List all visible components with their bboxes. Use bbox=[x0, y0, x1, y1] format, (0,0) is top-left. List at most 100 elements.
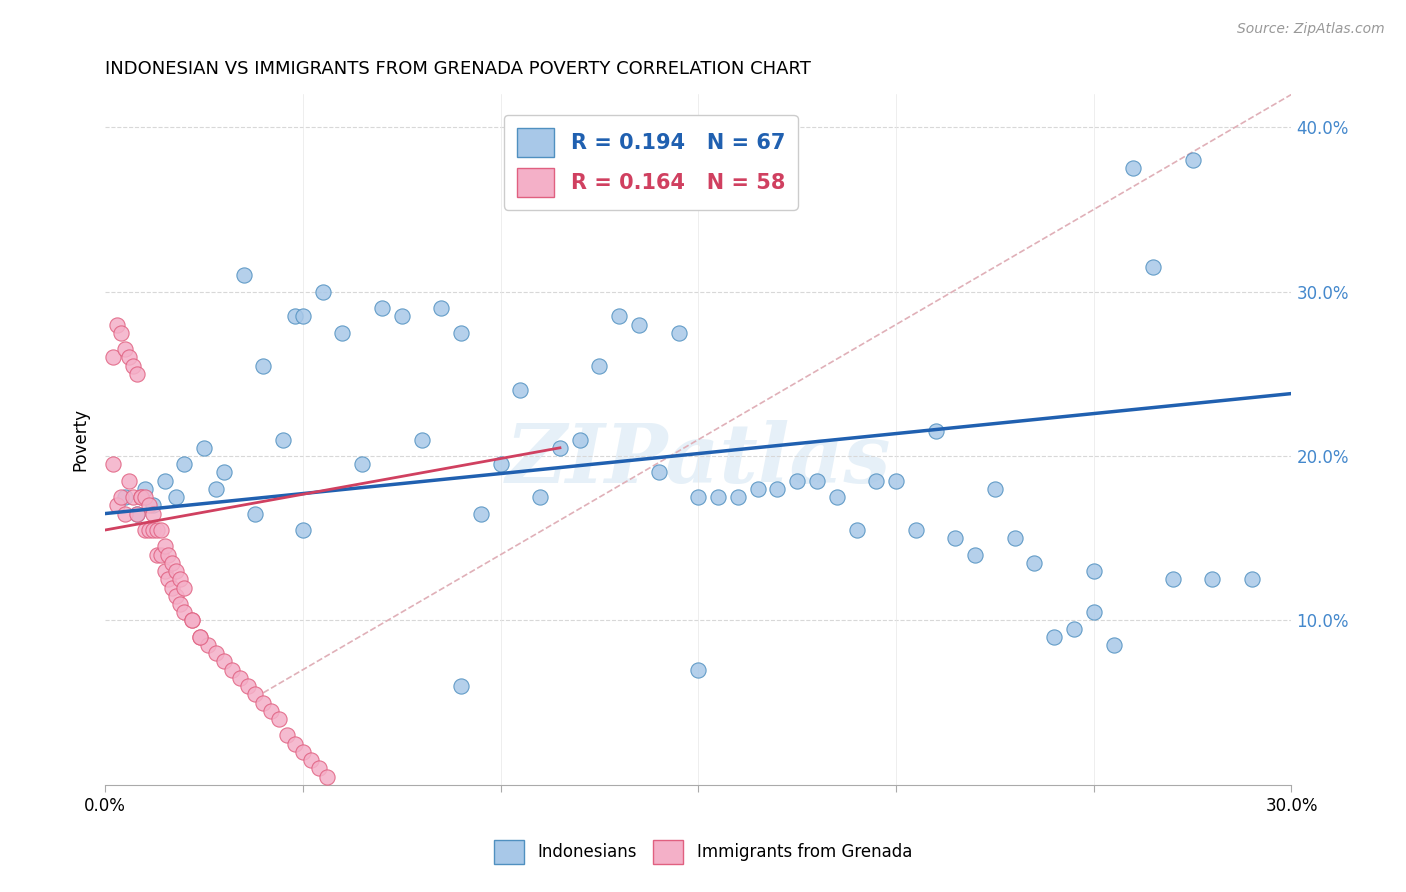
Point bbox=[193, 441, 215, 455]
Point bbox=[607, 310, 630, 324]
Point bbox=[165, 564, 187, 578]
Point bbox=[450, 326, 472, 340]
Point bbox=[153, 540, 176, 554]
Point bbox=[142, 523, 165, 537]
Point bbox=[125, 507, 148, 521]
Point bbox=[205, 646, 228, 660]
Point bbox=[371, 301, 394, 315]
Point bbox=[332, 326, 354, 340]
Point bbox=[707, 490, 730, 504]
Point bbox=[169, 597, 191, 611]
Legend: Indonesians, Immigrants from Grenada: Indonesians, Immigrants from Grenada bbox=[488, 833, 918, 871]
Point bbox=[548, 441, 571, 455]
Point bbox=[118, 474, 141, 488]
Point bbox=[924, 425, 946, 439]
Point bbox=[114, 507, 136, 521]
Point bbox=[122, 359, 145, 373]
Point bbox=[845, 523, 868, 537]
Point bbox=[271, 433, 294, 447]
Point bbox=[727, 490, 749, 504]
Point bbox=[173, 605, 195, 619]
Point bbox=[157, 572, 180, 586]
Point bbox=[470, 507, 492, 521]
Point bbox=[1201, 572, 1223, 586]
Point bbox=[145, 548, 167, 562]
Text: INDONESIAN VS IMMIGRANTS FROM GRENADA POVERTY CORRELATION CHART: INDONESIAN VS IMMIGRANTS FROM GRENADA PO… bbox=[105, 60, 811, 78]
Legend: R = 0.194   N = 67, R = 0.164   N = 58: R = 0.194 N = 67, R = 0.164 N = 58 bbox=[505, 115, 797, 210]
Point bbox=[1024, 556, 1046, 570]
Point bbox=[145, 523, 167, 537]
Point bbox=[648, 466, 671, 480]
Point bbox=[236, 679, 259, 693]
Point bbox=[766, 482, 789, 496]
Point bbox=[529, 490, 551, 504]
Point bbox=[1240, 572, 1263, 586]
Point bbox=[884, 474, 907, 488]
Point bbox=[205, 482, 228, 496]
Point bbox=[284, 737, 307, 751]
Point bbox=[134, 490, 156, 504]
Point bbox=[786, 474, 808, 488]
Point bbox=[430, 301, 453, 315]
Point bbox=[125, 367, 148, 381]
Point bbox=[627, 318, 650, 332]
Point bbox=[138, 499, 160, 513]
Point bbox=[101, 351, 124, 365]
Point bbox=[1142, 260, 1164, 274]
Point bbox=[825, 490, 848, 504]
Point bbox=[134, 523, 156, 537]
Point bbox=[965, 548, 987, 562]
Y-axis label: Poverty: Poverty bbox=[72, 409, 89, 471]
Point bbox=[806, 474, 828, 488]
Point bbox=[212, 466, 235, 480]
Point bbox=[352, 457, 374, 471]
Point bbox=[245, 687, 267, 701]
Point bbox=[181, 614, 204, 628]
Point bbox=[162, 581, 184, 595]
Point bbox=[149, 548, 172, 562]
Point bbox=[568, 433, 591, 447]
Point bbox=[588, 359, 610, 373]
Point bbox=[747, 482, 769, 496]
Point bbox=[252, 696, 274, 710]
Point bbox=[509, 384, 531, 398]
Point bbox=[212, 655, 235, 669]
Point bbox=[1043, 630, 1066, 644]
Point bbox=[173, 581, 195, 595]
Point bbox=[269, 712, 291, 726]
Point bbox=[165, 490, 187, 504]
Point bbox=[101, 457, 124, 471]
Point bbox=[228, 671, 250, 685]
Point bbox=[904, 523, 927, 537]
Point bbox=[276, 728, 298, 742]
Point bbox=[125, 507, 148, 521]
Point bbox=[450, 679, 472, 693]
Point bbox=[181, 614, 204, 628]
Text: ZIPatlas: ZIPatlas bbox=[506, 420, 891, 500]
Point bbox=[142, 507, 165, 521]
Point bbox=[169, 572, 191, 586]
Point bbox=[489, 457, 512, 471]
Point bbox=[105, 318, 128, 332]
Point bbox=[197, 638, 219, 652]
Point bbox=[138, 523, 160, 537]
Point bbox=[284, 310, 307, 324]
Point bbox=[153, 564, 176, 578]
Point bbox=[129, 490, 152, 504]
Point bbox=[291, 745, 314, 759]
Point bbox=[308, 761, 330, 775]
Point bbox=[122, 490, 145, 504]
Point bbox=[299, 753, 322, 767]
Point bbox=[291, 523, 314, 537]
Point bbox=[1122, 161, 1144, 176]
Point bbox=[134, 482, 156, 496]
Point bbox=[142, 499, 165, 513]
Point bbox=[1083, 564, 1105, 578]
Point bbox=[1004, 531, 1026, 545]
Point bbox=[252, 359, 274, 373]
Point bbox=[291, 310, 314, 324]
Point bbox=[315, 770, 337, 784]
Point bbox=[232, 268, 254, 283]
Point bbox=[153, 474, 176, 488]
Point bbox=[105, 499, 128, 513]
